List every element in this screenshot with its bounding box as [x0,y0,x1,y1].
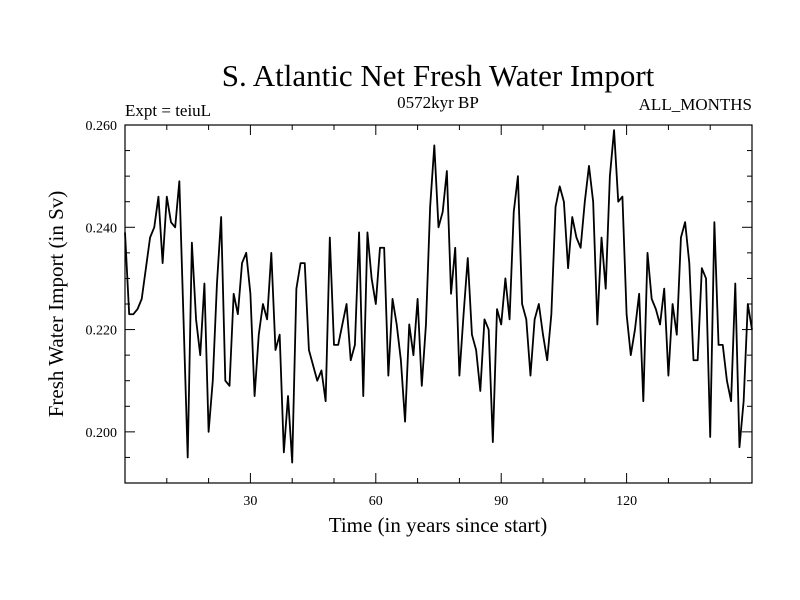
period-label: 0572kyr BP [397,93,479,112]
months-label: ALL_MONTHS [639,95,752,114]
chart-title: S. Atlantic Net Fresh Water Import [222,58,655,93]
experiment-label: Expt = teiuL [125,101,211,120]
axis-ticks: 30 60 90 120 0.200 0.220 0.240 0.260 [86,119,752,509]
y-tick-label: 0.200 [86,426,118,441]
y-tick-label: 0.260 [86,119,118,134]
x-tick-label: 30 [243,494,257,509]
y-tick-label: 0.240 [86,221,118,236]
x-tick-label: 90 [494,494,508,509]
plot-frame [124,124,753,484]
y-tick-label: 0.220 [86,324,118,339]
x-axis-label: Time (in years since start) [329,513,548,537]
x-tick-label: 120 [616,494,637,509]
y-axis-label: Fresh Water Import (in Sv) [44,191,68,418]
series-line [124,129,753,464]
x-tick-label: 60 [369,494,383,509]
